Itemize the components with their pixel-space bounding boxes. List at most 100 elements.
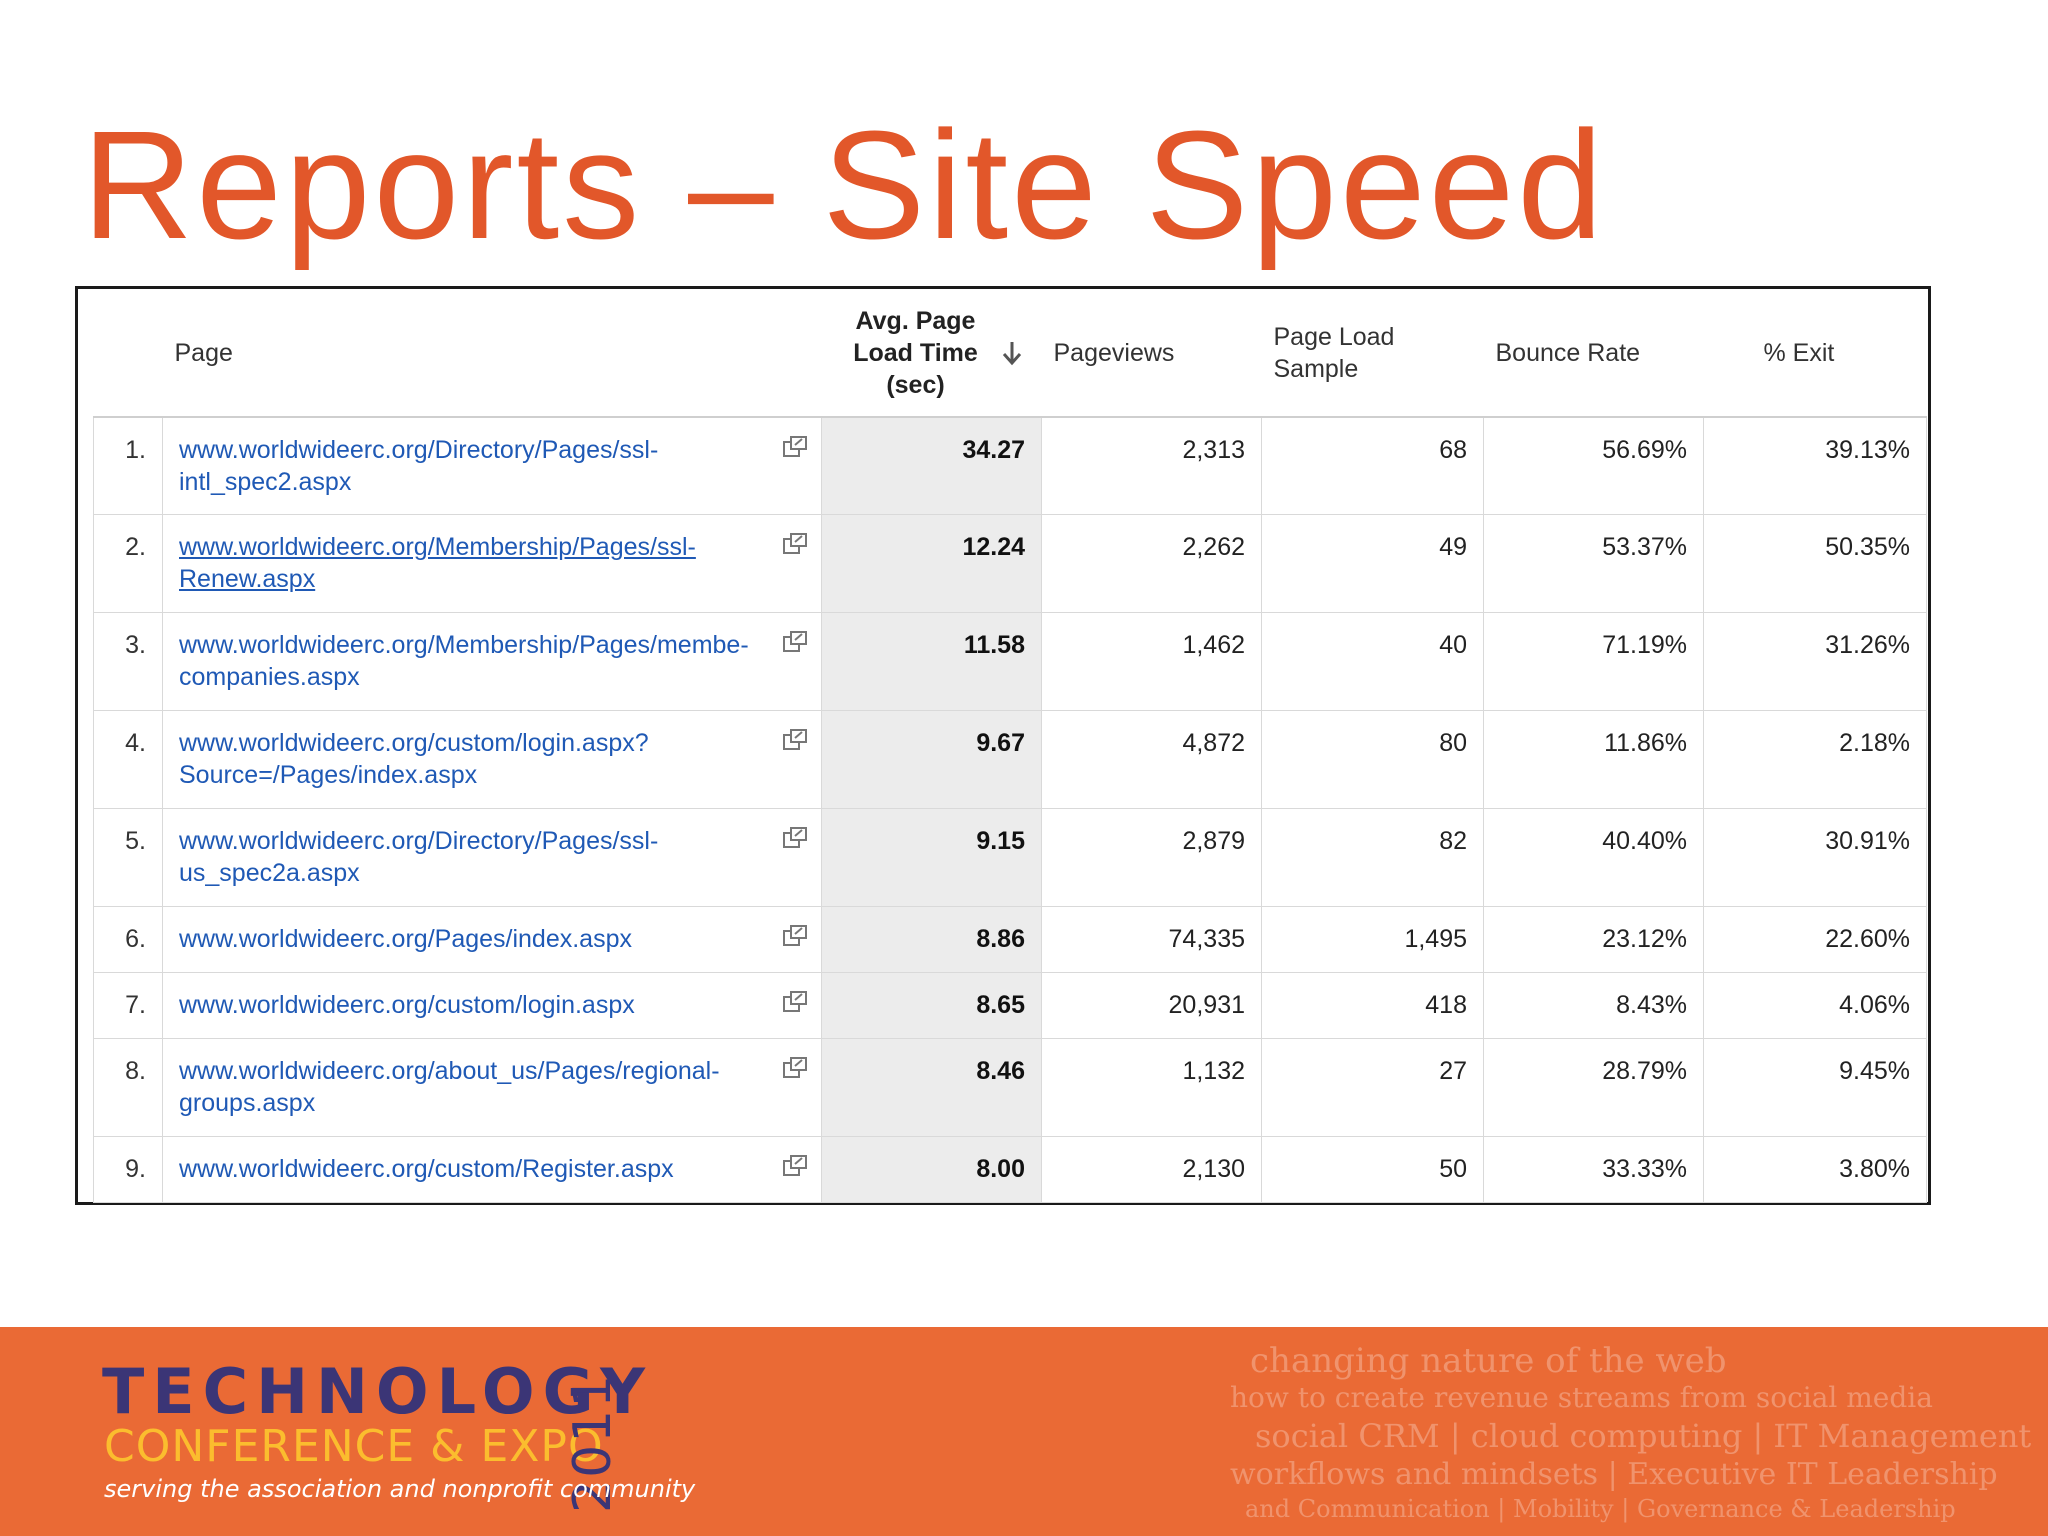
header-avg-load-time-label: Avg. Page Load Time (sec) [853, 306, 978, 399]
site-speed-table: Page Avg. Page Load Time (sec) Pageviews… [93, 289, 1927, 1203]
external-link-icon[interactable] [783, 990, 807, 1013]
row-rank: 9. [93, 1135, 163, 1203]
logo-tagline: serving the association and nonprofit co… [104, 1475, 696, 1503]
row-rank: 4. [93, 709, 163, 809]
row-pageviews: 2,879 [1041, 807, 1262, 907]
word-cloud-line: changing nature of the web [1250, 1341, 1727, 1381]
row-exit: 3.80% [1703, 1135, 1927, 1203]
external-link-icon[interactable] [783, 1056, 807, 1079]
conference-footer: TECHNOLOGY CONFERENCE & EXPO 2011 servin… [0, 1327, 2048, 1536]
row-avg-load-time: 11.58 [821, 611, 1042, 711]
row-exit: 2.18% [1703, 709, 1927, 809]
page-link[interactable]: www.worldwideerc.org/Membership/Pages/ss… [179, 532, 696, 593]
row-pageviews: 2,130 [1041, 1135, 1262, 1203]
row-page-cell: www.worldwideerc.org/Membership/Pages/ss… [162, 513, 822, 613]
page-link[interactable]: www.worldwideerc.org/Pages/index.aspx [179, 924, 632, 953]
row-bounce-rate: 71.19% [1483, 611, 1704, 711]
row-avg-load-time: 8.00 [821, 1135, 1042, 1203]
row-pageviews: 74,335 [1041, 905, 1262, 973]
word-cloud-line: how to create revenue streams from socia… [1230, 1381, 1933, 1414]
page-link[interactable]: www.worldwideerc.org/Membership/Pages/me… [179, 630, 749, 691]
word-cloud-line: and Communication | Mobility | Governanc… [1245, 1495, 1956, 1523]
header-rank [93, 289, 163, 418]
external-link-icon[interactable] [783, 532, 807, 555]
arrow-down-icon[interactable] [1001, 340, 1023, 366]
row-load-sample: 27 [1261, 1037, 1484, 1137]
table-row: 7. www.worldwideerc.org/custom/login.asp… [93, 971, 1927, 1039]
logo-year-text: 2011 [563, 1373, 622, 1513]
row-avg-load-time: 8.65 [821, 971, 1042, 1039]
header-load-sample[interactable]: Page Load Sample [1261, 289, 1484, 418]
row-load-sample: 40 [1261, 611, 1484, 711]
row-bounce-rate: 53.37% [1483, 513, 1704, 613]
row-page-cell: www.worldwideerc.org/custom/login.aspx?S… [162, 709, 822, 809]
row-bounce-rate: 23.12% [1483, 905, 1704, 973]
table-row: 3. www.worldwideerc.org/Membership/Pages… [93, 611, 1927, 711]
header-pageviews-label: Pageviews [1053, 338, 1175, 367]
header-exit[interactable]: % Exit [1703, 289, 1927, 418]
topic-word-cloud: changing nature of the web how to create… [1225, 1341, 2031, 1531]
page-link[interactable]: www.worldwideerc.org/custom/login.aspx [179, 990, 635, 1019]
page-link[interactable]: www.worldwideerc.org/about_us/Pages/regi… [179, 1056, 720, 1117]
row-pageviews: 4,872 [1041, 709, 1262, 809]
row-exit: 39.13% [1703, 416, 1927, 515]
page-link[interactable]: www.worldwideerc.org/Directory/Pages/ssl… [179, 436, 659, 496]
logo-year: 2011 [563, 1373, 622, 1513]
table-row: 6. www.worldwideerc.org/Pages/index.aspx… [93, 905, 1927, 973]
row-avg-load-time: 8.46 [821, 1037, 1042, 1137]
row-bounce-rate: 40.40% [1483, 807, 1704, 907]
row-rank: 1. [93, 416, 163, 515]
row-rank: 6. [93, 905, 163, 973]
external-link-icon[interactable] [783, 826, 807, 849]
row-load-sample: 1,495 [1261, 905, 1484, 973]
external-link-icon[interactable] [783, 630, 807, 653]
header-page-label: Page [174, 338, 233, 367]
word-cloud-line: social CRM | cloud computing | IT Manage… [1255, 1417, 2032, 1455]
row-exit: 30.91% [1703, 807, 1927, 907]
row-rank: 5. [93, 807, 163, 907]
row-rank: 3. [93, 611, 163, 711]
row-load-sample: 68 [1261, 416, 1484, 515]
row-avg-load-time: 9.15 [821, 807, 1042, 907]
external-link-icon[interactable] [783, 728, 807, 751]
row-bounce-rate: 28.79% [1483, 1037, 1704, 1137]
row-load-sample: 49 [1261, 513, 1484, 613]
header-avg-load-time[interactable]: Avg. Page Load Time (sec) [821, 289, 1042, 418]
row-exit: 9.45% [1703, 1037, 1927, 1137]
row-exit: 22.60% [1703, 905, 1927, 973]
external-link-icon[interactable] [783, 1154, 807, 1177]
external-link-icon[interactable] [783, 924, 807, 947]
page-link[interactable]: www.worldwideerc.org/custom/login.aspx?S… [179, 728, 649, 789]
row-rank: 2. [93, 513, 163, 613]
row-page-cell: www.worldwideerc.org/Directory/Pages/ssl… [162, 416, 822, 515]
row-pageviews: 2,262 [1041, 513, 1262, 613]
row-load-sample: 82 [1261, 807, 1484, 907]
page-link[interactable]: www.worldwideerc.org/Directory/Pages/ssl… [179, 826, 659, 887]
table-row: 1. www.worldwideerc.org/Directory/Pages/… [93, 416, 1927, 515]
row-pageviews: 1,462 [1041, 611, 1262, 711]
row-exit: 4.06% [1703, 971, 1927, 1039]
row-avg-load-time: 9.67 [821, 709, 1042, 809]
external-link-icon[interactable] [783, 436, 807, 458]
row-bounce-rate: 33.33% [1483, 1135, 1704, 1203]
table-row: 4. www.worldwideerc.org/custom/login.asp… [93, 709, 1927, 809]
table-row: 2. www.worldwideerc.org/Membership/Pages… [93, 513, 1927, 613]
slide-title: Reports – Site Speed [82, 99, 1606, 271]
row-bounce-rate: 8.43% [1483, 971, 1704, 1039]
header-bounce-rate[interactable]: Bounce Rate [1483, 289, 1704, 418]
row-page-cell: www.worldwideerc.org/custom/login.aspx [162, 971, 822, 1039]
header-load-sample-label: Page Load Sample [1273, 322, 1395, 383]
row-pageviews: 1,132 [1041, 1037, 1262, 1137]
table-header-row: Page Avg. Page Load Time (sec) Pageviews… [93, 289, 1927, 418]
page-link[interactable]: www.worldwideerc.org/custom/Register.asp… [179, 1154, 674, 1183]
report-table-frame: Page Avg. Page Load Time (sec) Pageviews… [75, 286, 1931, 1205]
row-avg-load-time: 8.86 [821, 905, 1042, 973]
header-page[interactable]: Page [162, 289, 822, 418]
header-exit-label: % Exit [1763, 338, 1835, 367]
row-load-sample: 50 [1261, 1135, 1484, 1203]
logo-conference-expo: CONFERENCE & EXPO [104, 1421, 604, 1472]
row-pageviews: 2,313 [1041, 416, 1262, 515]
word-cloud-line: workflows and mindsets | Executive IT Le… [1230, 1457, 1998, 1492]
row-page-cell: www.worldwideerc.org/Directory/Pages/ssl… [162, 807, 822, 907]
header-pageviews[interactable]: Pageviews [1041, 289, 1262, 418]
